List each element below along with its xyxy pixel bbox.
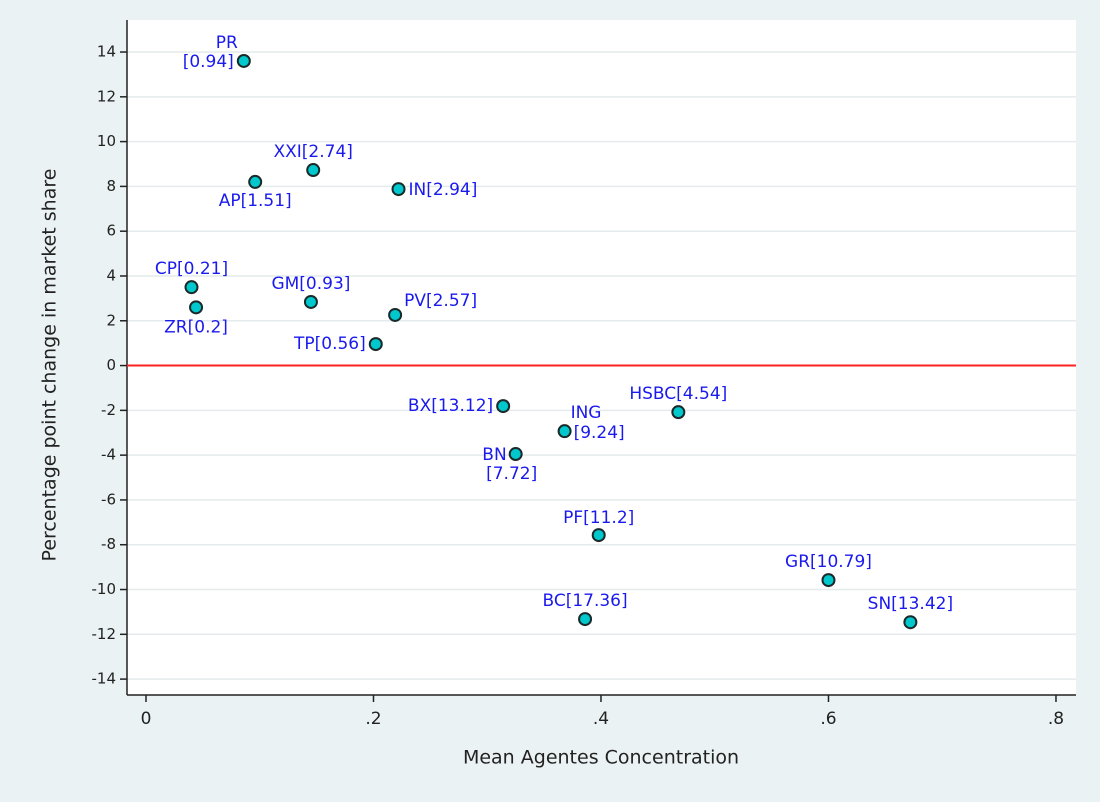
point-label: ING	[571, 403, 602, 423]
y-tick-label: 4	[106, 266, 116, 284]
point	[236, 53, 251, 68]
point-label: AP[1.51]	[219, 191, 292, 211]
point	[303, 294, 318, 309]
y-tick-label: -14	[92, 670, 117, 688]
y-tick-label: 2	[106, 311, 116, 329]
y-tick-label: 6	[106, 222, 116, 240]
y-tick-label: -12	[92, 625, 117, 643]
point-label: PV[2.57]	[404, 291, 477, 311]
point	[557, 424, 572, 439]
x-tick-label: .2	[365, 709, 381, 729]
point-label: XXI[2.74]	[273, 142, 352, 162]
point-label: PF[11.2]	[563, 508, 634, 528]
y-tick-label: -8	[101, 535, 116, 553]
point	[578, 612, 593, 627]
y-tick-label: 12	[97, 87, 116, 105]
point	[508, 447, 523, 462]
point-label: [7.72]	[486, 464, 537, 484]
point	[184, 280, 199, 295]
point	[306, 163, 321, 178]
point-label: PR	[216, 33, 238, 53]
point-label: BC[17.36]	[542, 591, 627, 611]
point	[591, 528, 606, 543]
point	[671, 405, 686, 420]
x-axis-title: Mean Agentes Concentration	[463, 747, 739, 769]
point-label: BX[13.12]	[408, 396, 493, 416]
x-tick-label: .6	[820, 709, 836, 729]
y-tick-label: 14	[97, 43, 116, 61]
point-label: SN[13.42]	[868, 594, 953, 614]
point-label: ZR[0.2]	[164, 317, 228, 337]
point-label: TP[0.56]	[293, 334, 366, 354]
point	[903, 615, 918, 630]
point-label: CP[0.21]	[155, 259, 228, 279]
point-label: BN	[482, 445, 506, 465]
plot-area	[127, 20, 1076, 695]
point	[368, 337, 383, 352]
y-tick-label: 0	[106, 356, 116, 374]
y-tick-label: 10	[97, 132, 116, 150]
y-tick-label: -10	[92, 580, 117, 598]
x-tick-label: 0	[141, 709, 152, 729]
point-label: GM[0.93]	[271, 274, 350, 294]
point	[391, 182, 406, 197]
y-tick-label: -2	[101, 401, 116, 419]
point	[496, 399, 511, 414]
x-tick-label: .4	[593, 709, 609, 729]
point	[248, 174, 263, 189]
point-label: HSBC[4.54]	[629, 384, 727, 404]
y-axis-title: Percentage point change in market share	[39, 169, 61, 562]
point	[189, 300, 204, 315]
point-label: IN[2.94]	[409, 180, 478, 200]
y-tick-label: -4	[101, 446, 116, 464]
y-tick-label: -6	[101, 490, 116, 508]
x-tick-label: .8	[1048, 709, 1064, 729]
point	[388, 307, 403, 322]
point-label: [0.94]	[183, 52, 234, 72]
point	[821, 573, 836, 588]
point-label: GR[10.79]	[785, 552, 872, 572]
y-tick-label: 8	[106, 177, 116, 195]
point-label: [9.24]	[574, 423, 625, 443]
